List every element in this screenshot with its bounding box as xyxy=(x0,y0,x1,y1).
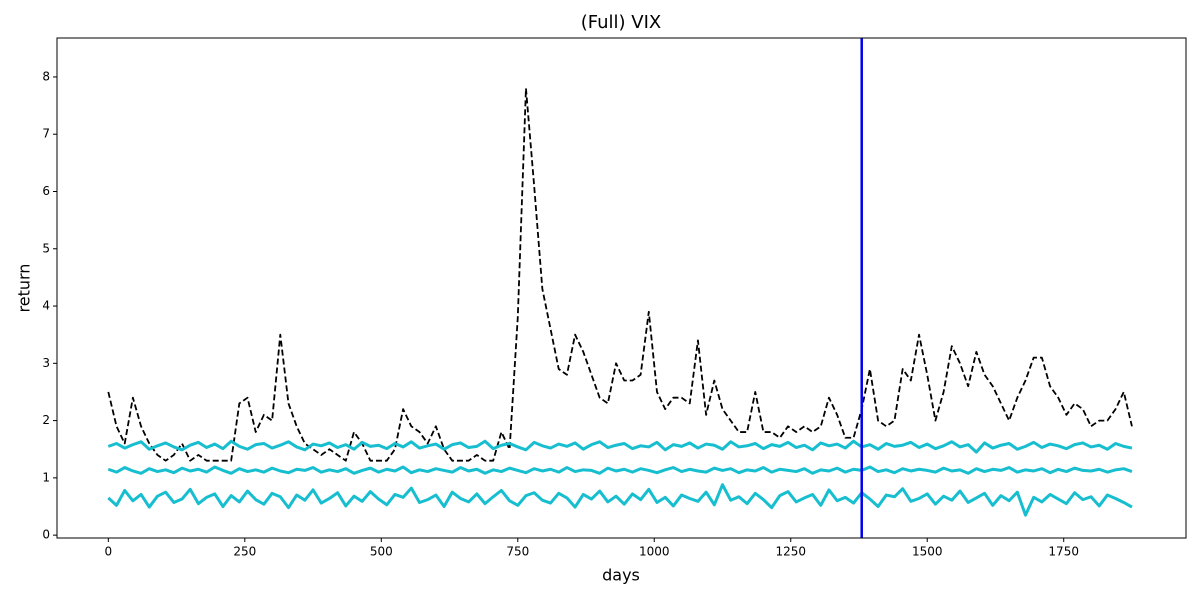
y-tick-label: 2 xyxy=(42,413,50,427)
axes-frame xyxy=(56,37,1187,539)
x-axis-label: days xyxy=(602,566,640,585)
y-tick-label: 5 xyxy=(42,241,50,255)
y-axis-label: return xyxy=(15,264,34,313)
x-tick-label: 1000 xyxy=(639,545,670,559)
x-tick-label: 500 xyxy=(370,545,393,559)
y-tick-label: 4 xyxy=(42,299,50,313)
x-tick-label: 1750 xyxy=(1048,545,1079,559)
chart-title: (Full) VIX xyxy=(581,12,662,33)
data-line xyxy=(107,87,1133,462)
y-tick-label: 3 xyxy=(42,356,50,370)
data-line xyxy=(107,439,1133,454)
x-tick-label: 250 xyxy=(233,545,256,559)
x-tick-label: 1500 xyxy=(912,545,943,559)
y-tick-label: 7 xyxy=(42,127,50,141)
y-tick-label: 6 xyxy=(42,184,50,198)
x-tick-label: 750 xyxy=(506,545,529,559)
x-tick-label: 1250 xyxy=(775,545,806,559)
x-tick-label: 0 xyxy=(104,545,112,559)
data-line xyxy=(107,465,1133,475)
y-tick-label: 1 xyxy=(42,470,50,484)
plot-area xyxy=(107,38,1133,538)
y-tick-label: 0 xyxy=(42,528,50,542)
data-line xyxy=(107,483,1133,517)
y-tick-label: 8 xyxy=(42,69,50,83)
